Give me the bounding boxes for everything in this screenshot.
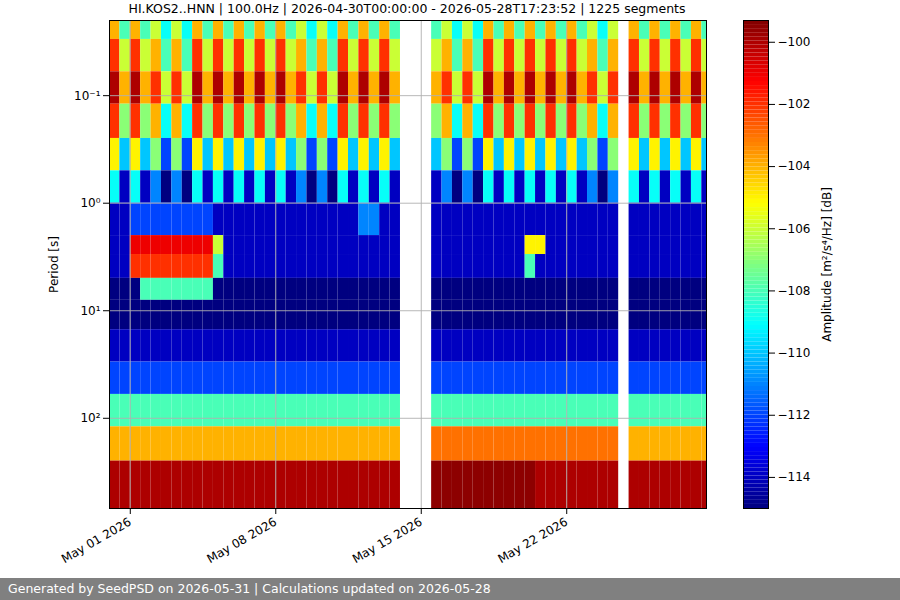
html-text:Generated by SeedPSD on 2026-0: Generated by SeedPSD on 2026-05-31 | Cal…	[8, 581, 491, 596]
svg-text:May 08 2026: May 08 2026	[204, 515, 279, 566]
svg-text:−104: −104	[778, 159, 811, 173]
svg-text:−100: −100	[778, 35, 811, 49]
svg-text:−108: −108	[778, 284, 811, 298]
svg-text:−106: −106	[778, 222, 811, 236]
html-text:HI.KOS2..HNN | 100.0Hz | 2026-: HI.KOS2..HNN | 100.0Hz | 2026-04-30T00:0…	[128, 1, 686, 16]
svg-text:May 01 2026: May 01 2026	[59, 515, 134, 566]
svg-text:10⁰: 10⁰	[80, 196, 100, 210]
svg-text:May 22 2026: May 22 2026	[495, 515, 570, 566]
svg-text:10²: 10²	[80, 411, 100, 425]
svg-text:−112: −112	[778, 408, 811, 422]
svg-text:10⁻¹: 10⁻¹	[74, 89, 101, 103]
svg-text:10¹: 10¹	[80, 304, 100, 318]
svg-text:−110: −110	[778, 346, 811, 360]
svg-text:−114: −114	[778, 470, 811, 484]
svg-text:−102: −102	[778, 97, 811, 111]
svg-text:Period [s]: Period [s]	[47, 236, 61, 293]
svg-text:Amplitude [m²/s⁴/Hz] [dB]: Amplitude [m²/s⁴/Hz] [dB]	[820, 187, 834, 342]
svg-text:May 15 2026: May 15 2026	[350, 515, 425, 566]
